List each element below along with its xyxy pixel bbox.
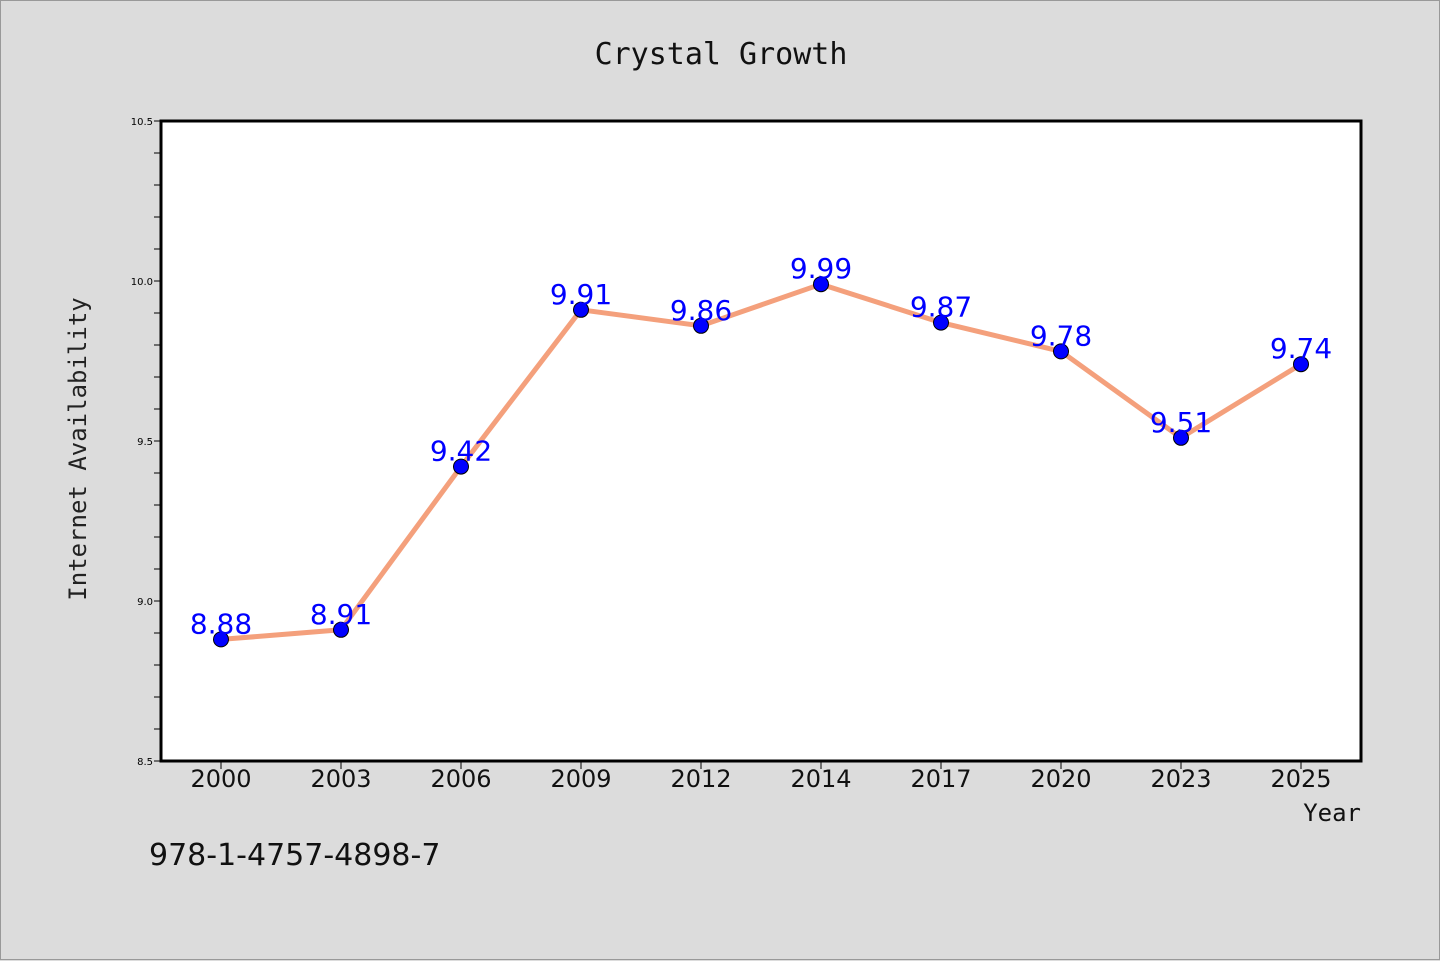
data-label: 9.87: [910, 291, 972, 324]
data-label: 9.74: [1270, 332, 1332, 365]
data-label: 8.91: [310, 598, 372, 631]
data-label: 9.78: [1030, 319, 1092, 352]
data-point: [213, 631, 229, 648]
data-label: 9.91: [550, 278, 612, 311]
x-tick-label: 2020: [1030, 765, 1091, 793]
chart-title: Crystal Growth: [595, 37, 848, 72]
data-point: [933, 314, 949, 331]
x-axis: 2000 2003 2006 2009 2012 2014 2017 2020 2023 2025: [190, 761, 1332, 793]
data-point: [453, 458, 469, 475]
series-line: [220, 281, 1303, 642]
data-label: 8.88: [190, 607, 252, 640]
y-axis-label: Internet Availability: [64, 297, 92, 600]
y-tick-label: 8.5: [137, 757, 153, 768]
data-point: [1053, 343, 1069, 360]
plot-area: [159, 119, 1363, 763]
data-point: [573, 301, 589, 318]
y-tick-label: 10.0: [131, 277, 153, 288]
data-label: 9.51: [1150, 406, 1212, 439]
data-labels: 8.88 8.91 9.42 9.91 9.86 9.99 9.87 9.78 9.51 9.74: [190, 252, 1332, 640]
data-point: [1293, 356, 1309, 373]
y-tick-label: 10.5: [131, 117, 153, 128]
x-tick-label: 2003: [310, 765, 371, 793]
data-label: 9.42: [430, 435, 492, 468]
data-point: [813, 276, 829, 293]
x-tick-label: 2023: [1150, 765, 1211, 793]
series-line-group: [220, 281, 1303, 642]
y-axis: 8.5 9.0 9.5 10.0 10.5: [131, 117, 161, 768]
x-axis-label: Year: [1303, 799, 1361, 827]
x-tick-label: 2025: [1270, 765, 1331, 793]
x-tick-label: 2009: [550, 765, 611, 793]
x-tick-label: 2014: [790, 765, 851, 793]
data-point: [333, 621, 349, 638]
data-point: [693, 317, 709, 334]
x-tick-label: 2000: [190, 765, 251, 793]
y-tick-label: 9.0: [137, 597, 153, 608]
x-tick-label: 2017: [910, 765, 971, 793]
data-points: [213, 276, 1309, 648]
data-label: 9.86: [670, 294, 732, 327]
data-point: [1173, 429, 1189, 446]
y-tick-label: 9.5: [137, 437, 153, 448]
x-tick-label: 2012: [670, 765, 731, 793]
isbn-footer: 978-1-4757-4898-7: [149, 838, 440, 873]
x-tick-label: 2006: [430, 765, 491, 793]
data-label: 9.99: [790, 252, 852, 285]
